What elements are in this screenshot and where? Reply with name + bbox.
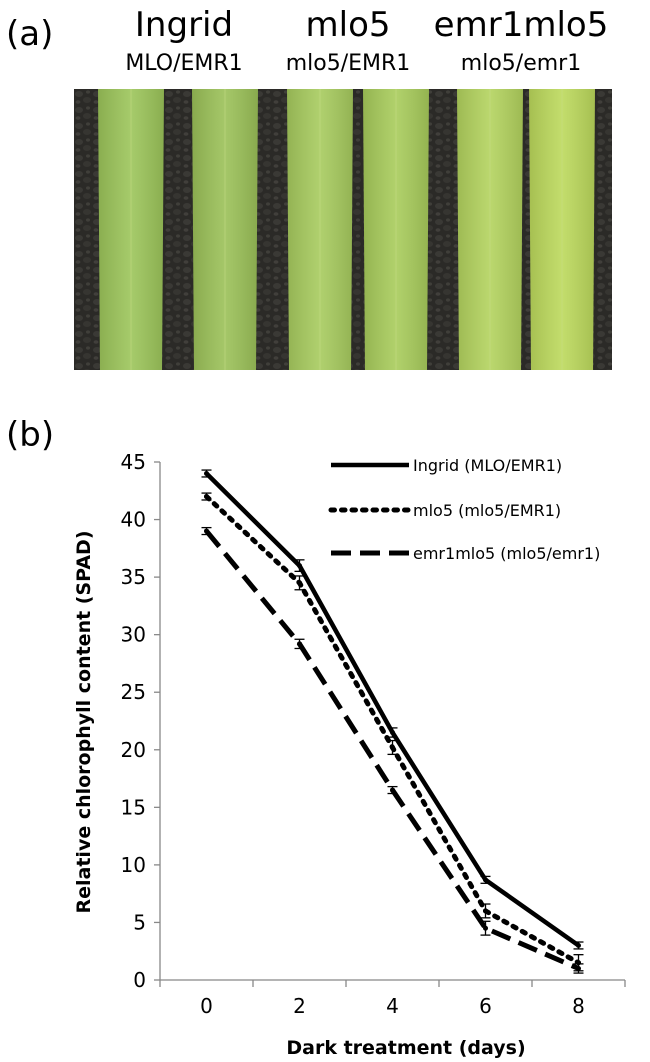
data-point xyxy=(576,965,581,971)
genotype-alleles: mlo5/EMR1 xyxy=(285,51,411,76)
y-tick-label: 15 xyxy=(121,795,146,819)
x-tick-label: 2 xyxy=(293,994,306,1018)
y-tick-label: 20 xyxy=(121,738,146,762)
x-tick-label: 0 xyxy=(200,994,213,1018)
x-axis-title: Dark treatment (days) xyxy=(286,1037,525,1059)
y-tick-label: 40 xyxy=(121,508,146,532)
y-axis-title: Relative chlorophyll content (SPAD) xyxy=(73,530,95,913)
data-point xyxy=(483,908,488,914)
data-point xyxy=(204,494,209,500)
data-point xyxy=(204,528,209,534)
genotype-name: emr1mlo5 xyxy=(433,5,609,45)
y-tick-label: 35 xyxy=(121,565,146,589)
genotype-alleles: mlo5/emr1 xyxy=(460,51,582,76)
x-tick-label: 4 xyxy=(386,994,399,1018)
genotype-name: Ingrid xyxy=(134,5,234,45)
legend-item: emr1mlo5 (mlo5/emr1) xyxy=(331,544,600,563)
panel-b-label: (b) xyxy=(6,415,55,455)
data-point xyxy=(204,471,209,477)
series-layer xyxy=(201,469,584,974)
data-point xyxy=(390,730,395,736)
y-tick-label: 45 xyxy=(121,450,146,474)
data-point xyxy=(390,744,395,750)
panel-a-label: (a) xyxy=(6,14,54,54)
genotype-alleles: MLO/EMR1 xyxy=(125,51,243,76)
series-solid xyxy=(201,469,584,950)
legend-label: Ingrid (MLO/EMR1) xyxy=(413,456,562,475)
series-dashed xyxy=(201,526,584,974)
x-axis: 0 2 4 6 8 xyxy=(159,979,626,1018)
leaf-photo xyxy=(74,89,612,370)
data-point xyxy=(297,563,302,569)
chlorophyll-chart: 0 5 10 15 20 25 30 35 40 45 0 2 4 6 8 Ingrid (MLO/EMR… xyxy=(73,450,626,1059)
y-tick-label: 0 xyxy=(133,968,146,992)
x-tick-label: 6 xyxy=(479,994,492,1018)
y-tick-label: 10 xyxy=(121,853,146,877)
y-tick-label: 5 xyxy=(133,910,146,934)
data-point xyxy=(576,942,581,948)
y-tick-label: 30 xyxy=(121,623,146,647)
data-point xyxy=(483,877,488,883)
legend-item: mlo5 (mlo5/EMR1) xyxy=(328,501,561,520)
x-tick-label: 8 xyxy=(572,994,585,1018)
legend: Ingrid (MLO/EMR1) mlo5 (mlo5/EMR1) emr1mlo… xyxy=(328,456,600,563)
genotype-name: mlo5 xyxy=(305,5,391,45)
data-point xyxy=(297,580,302,586)
legend-label: emr1mlo5 (mlo5/emr1) xyxy=(413,544,600,563)
data-point xyxy=(390,787,395,793)
y-axis: 0 5 10 15 20 25 30 35 40 45 xyxy=(121,450,161,992)
legend-label: mlo5 (mlo5/EMR1) xyxy=(413,501,561,520)
genotype-header-mlo5: mlo5 mlo5/EMR1 xyxy=(258,6,438,80)
data-point xyxy=(483,925,488,931)
genotype-header-ingrid: Ingrid MLO/EMR1 xyxy=(94,6,274,80)
genotype-header-emr1mlo5: emr1mlo5 mlo5/emr1 xyxy=(431,6,611,80)
legend-item: Ingrid (MLO/EMR1) xyxy=(331,456,562,475)
y-tick-label: 25 xyxy=(121,680,146,704)
data-point xyxy=(297,641,302,647)
